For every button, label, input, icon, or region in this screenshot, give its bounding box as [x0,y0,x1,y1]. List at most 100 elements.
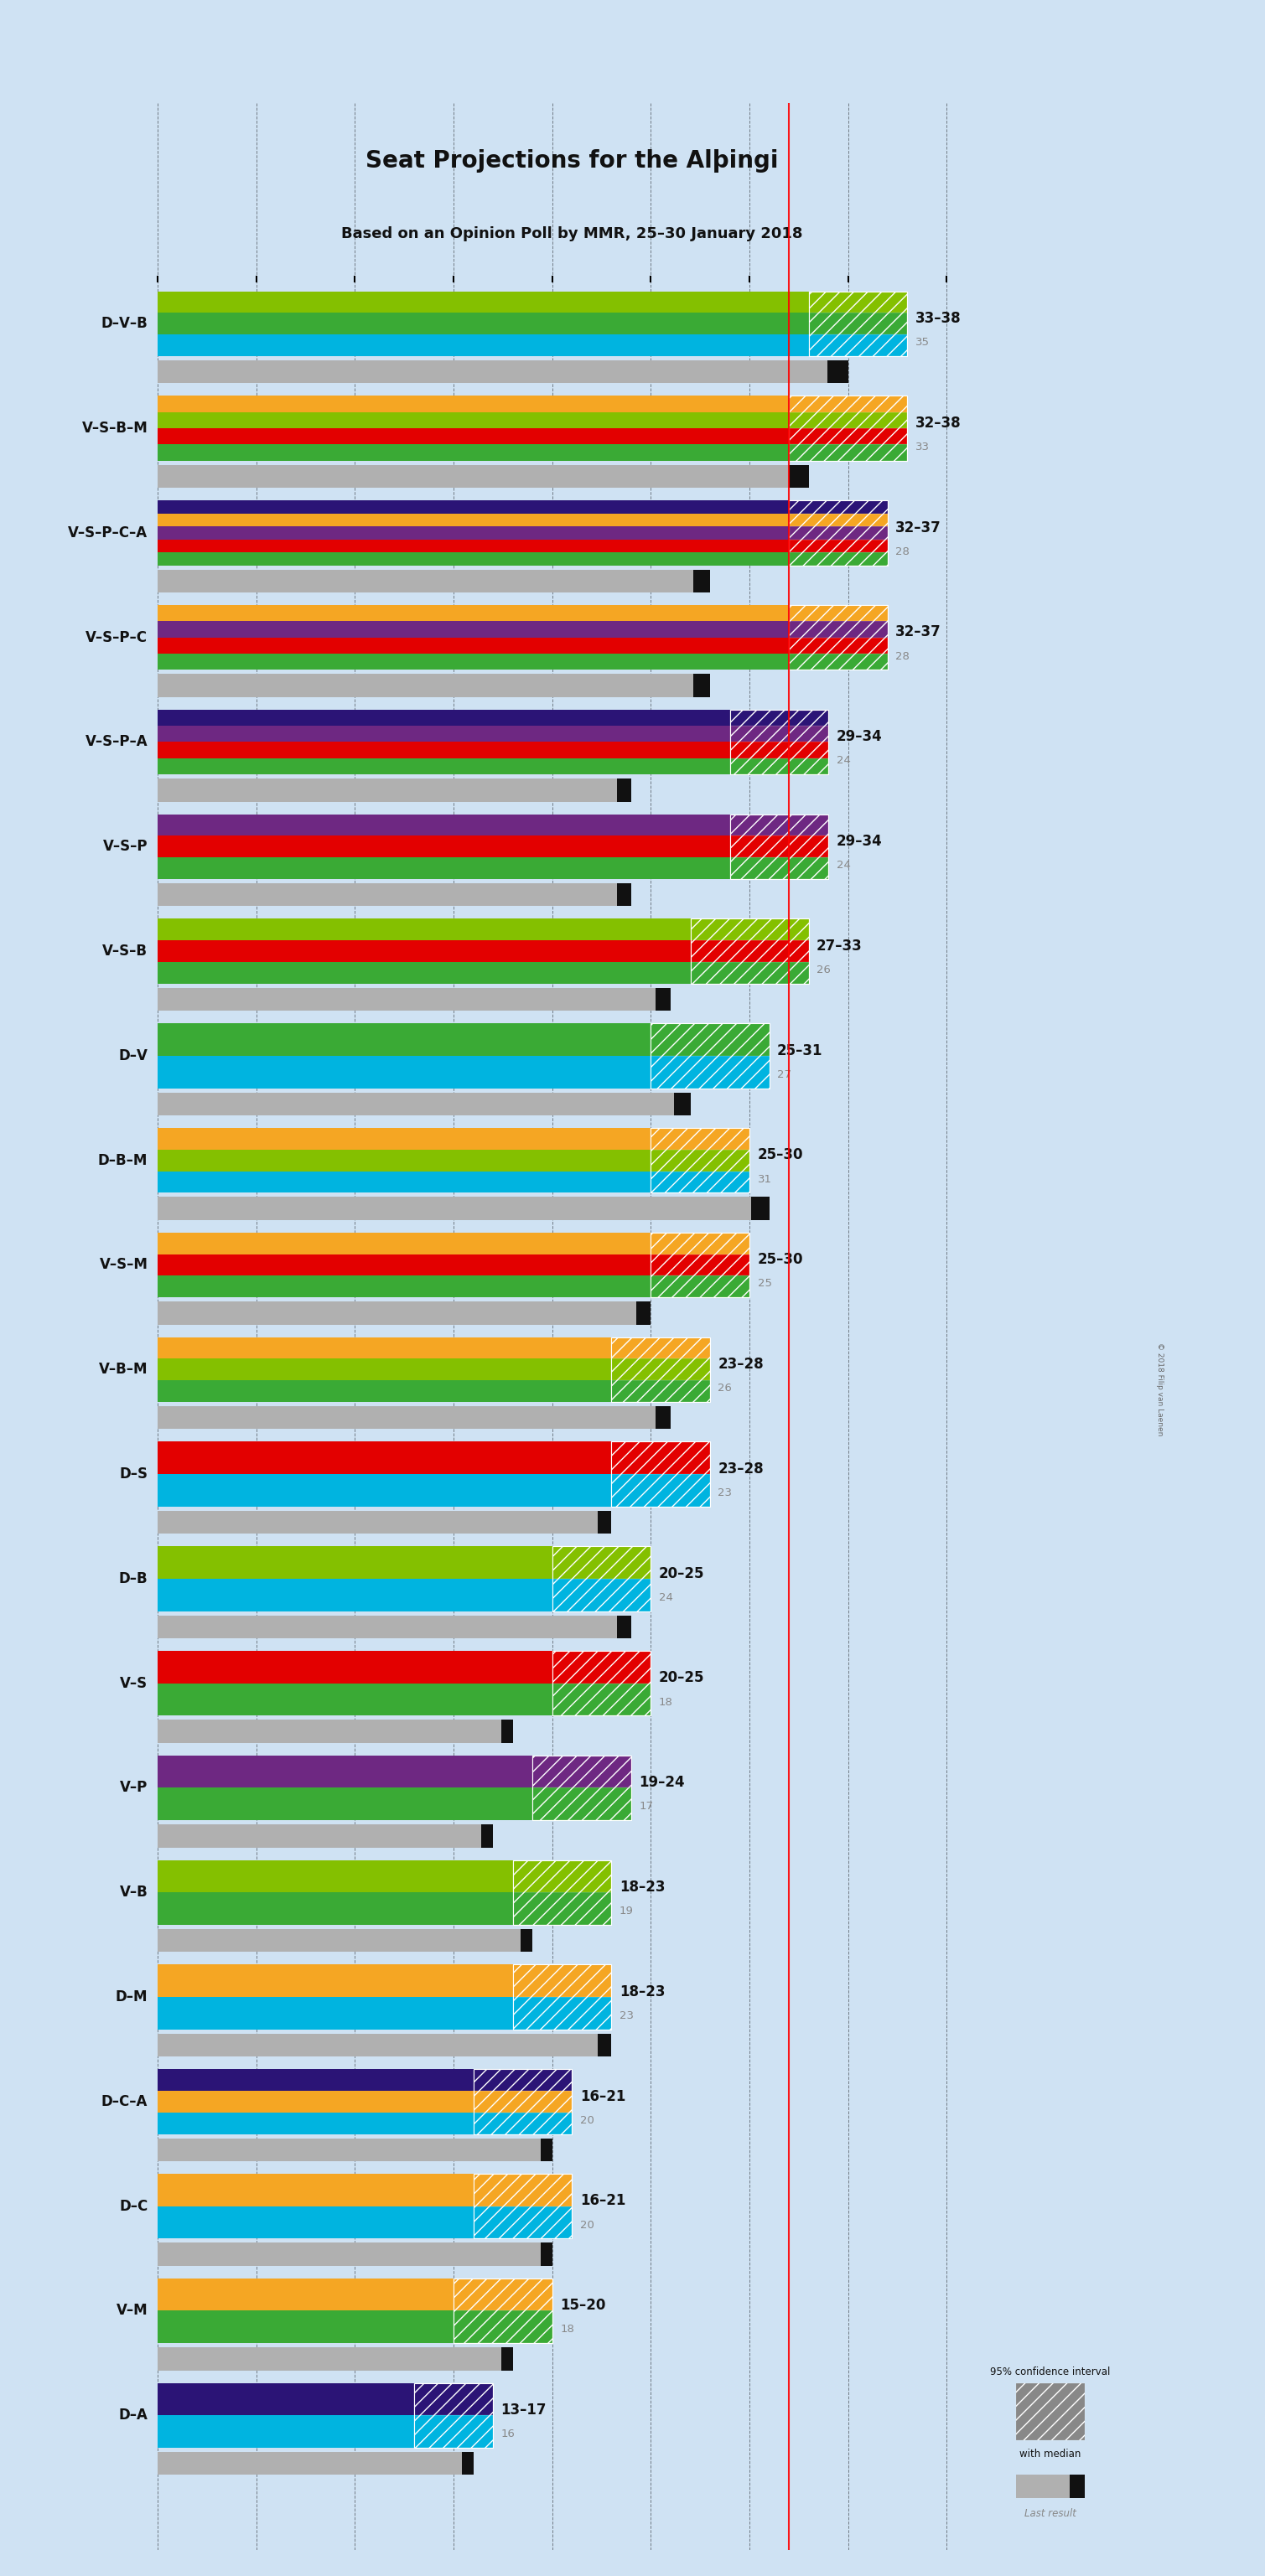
Text: Seat Projections for the Alþingi: Seat Projections for the Alþingi [366,149,778,173]
Text: 33–38: 33–38 [916,312,961,327]
Bar [808,291,907,312]
Bar [158,1824,493,1847]
Text: 23: 23 [620,2009,634,2022]
Bar [691,920,808,984]
Bar [730,742,829,757]
Bar [651,1023,769,1087]
Bar [617,778,631,801]
Text: V–S–P: V–S–P [102,840,148,855]
Text: 20: 20 [579,2221,595,2231]
Bar [158,961,691,984]
Bar [789,551,888,564]
Text: D–B: D–B [119,1571,148,1587]
Text: 32–37: 32–37 [896,623,941,639]
Bar [730,858,829,878]
Text: 13–17: 13–17 [501,2403,546,2419]
Text: D–C: D–C [119,2200,148,2213]
Bar [158,1893,512,1924]
Bar [158,291,808,312]
Text: 32–37: 32–37 [896,520,941,536]
Bar [533,1754,631,1788]
Bar [730,708,829,726]
Bar [158,1056,651,1087]
Bar [501,2347,512,2370]
Bar [730,708,829,775]
Bar [158,526,789,538]
Bar [512,1860,611,1893]
Bar [158,2244,553,2267]
Bar [789,538,888,551]
Bar [789,513,888,526]
Text: 26: 26 [817,963,831,976]
Bar [789,428,907,446]
Bar [414,2416,493,2447]
Bar [611,1443,710,1473]
Bar [158,1275,651,1298]
Text: V–S: V–S [120,1677,148,1690]
Bar [158,412,789,428]
Bar [158,778,631,801]
Bar [501,1721,512,1744]
Bar [808,291,907,355]
Bar [651,1149,750,1172]
Bar [789,428,907,446]
Text: 16: 16 [501,2429,515,2439]
Bar [789,397,907,412]
Bar [158,1301,651,1324]
Bar [158,2452,473,2476]
Text: 20–25: 20–25 [659,1566,705,1582]
Bar [473,2092,572,2112]
Bar [158,500,789,513]
Bar [730,726,829,742]
Bar [730,835,829,858]
Bar [158,757,730,775]
Text: 20: 20 [579,2115,595,2125]
Bar [158,2092,473,2112]
Text: 18: 18 [560,2324,574,2334]
Bar [158,1198,769,1221]
Bar [158,1172,651,1193]
Bar [751,1198,769,1221]
Bar [808,312,907,335]
Text: 19–24: 19–24 [639,1775,684,1790]
Bar [651,1275,750,1298]
Bar [691,940,808,961]
Bar [611,1381,710,1401]
Bar [158,1023,651,1056]
Text: 95% confidence interval: 95% confidence interval [990,2367,1111,2378]
Text: 18–23: 18–23 [620,1984,665,1999]
Text: 20–25: 20–25 [659,1669,705,1685]
Bar [158,2032,611,2056]
Bar [730,858,829,878]
Bar [158,675,710,698]
Bar [789,636,888,654]
Bar [651,1128,750,1149]
Text: 24: 24 [836,860,850,871]
Bar [611,1337,710,1358]
Bar [693,675,710,698]
Bar [512,1996,611,2030]
Bar [808,335,907,355]
Bar [512,1893,611,1924]
Bar [651,1023,769,1056]
Bar [789,538,888,551]
Bar [808,291,907,312]
Bar [611,1337,710,1358]
Text: 27: 27 [777,1069,792,1079]
Text: 23–28: 23–28 [719,1358,764,1373]
Text: © 2018 Filip van Laenen: © 2018 Filip van Laenen [1156,1342,1164,1435]
Bar [158,814,730,835]
Bar [473,2205,572,2239]
Bar [473,2069,572,2092]
Bar [617,884,631,907]
Bar [462,2452,473,2476]
Bar [414,2383,493,2447]
Bar [473,2092,572,2112]
Bar [651,1023,769,1056]
Bar [789,500,888,564]
Bar [611,1337,710,1401]
Bar [789,446,907,461]
Bar [158,1149,651,1172]
Bar [158,2311,454,2344]
Bar [158,2205,473,2239]
